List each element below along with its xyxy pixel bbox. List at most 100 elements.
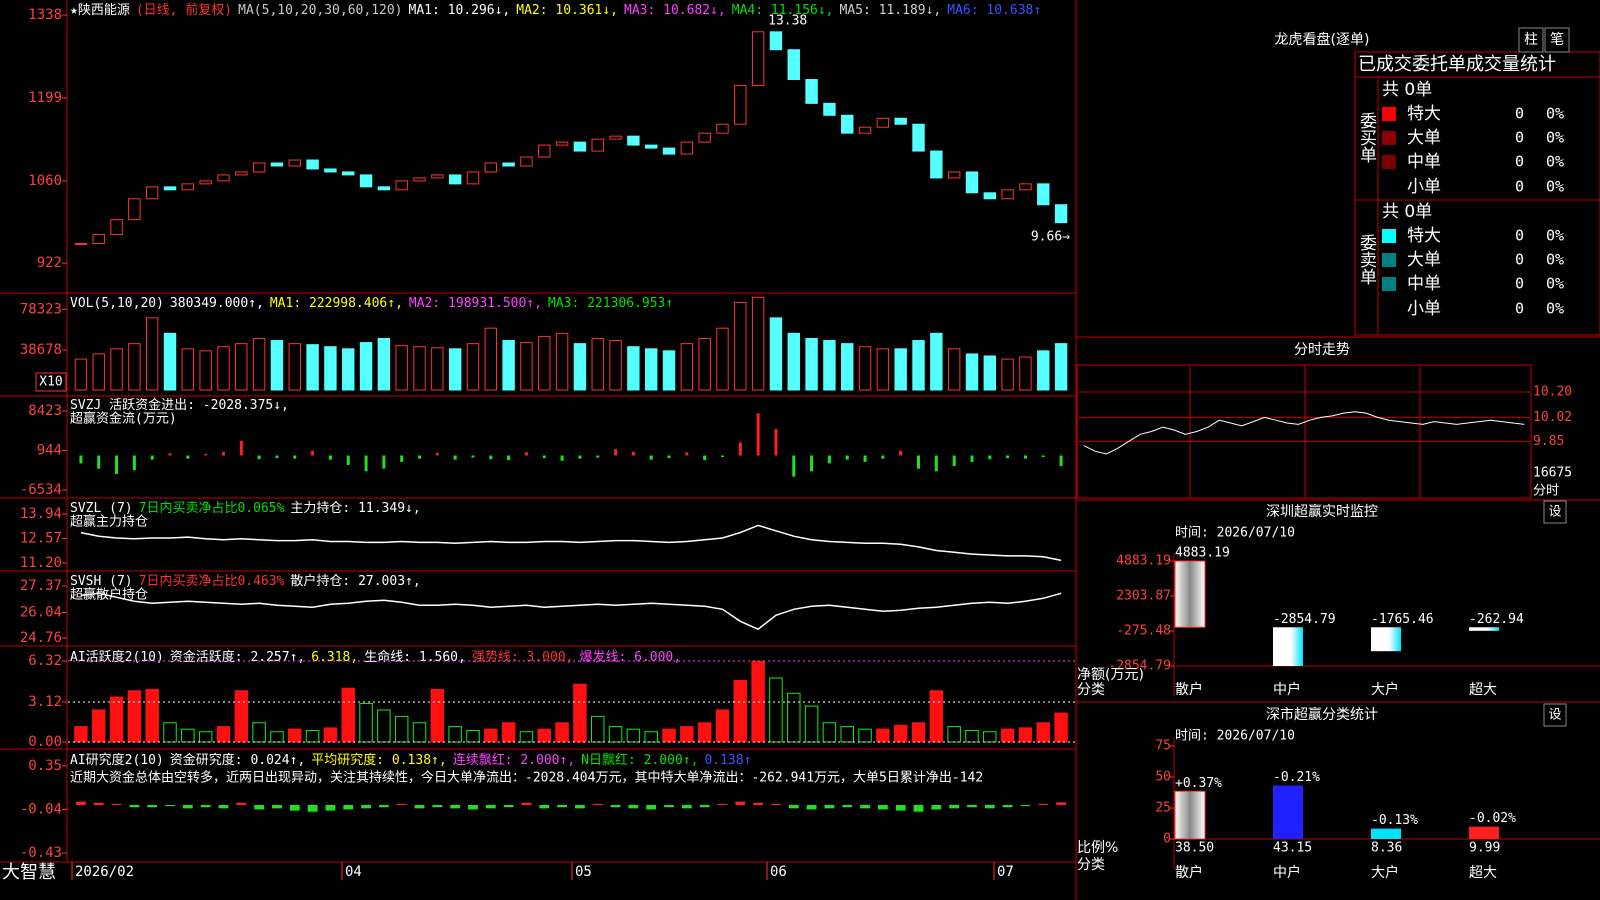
value-label: -1765.46 [1371,612,1434,627]
indicator-line: AI活跃度2(10) 资金活跃度: 2.257↑, 6.318, 生命线: 1.560… [70,649,681,665]
indicator-text: MA6: 10.638↑ [947,3,1041,18]
flow-bar [735,801,746,805]
button-box[interactable] [1518,27,1544,53]
candle [306,159,319,170]
indicator-text: 资金研究度: 0.024↑, [170,752,305,768]
indicator-text: 资金活跃度: 2.257↑, [170,649,305,665]
candle [751,31,765,86]
flow-bar [881,455,885,459]
volume-bar [145,317,159,391]
row-name: 大单 [1407,250,1441,270]
candle [431,174,444,179]
volume-label: 16675 [1533,466,1572,481]
row-count: 0 [1515,129,1524,147]
candle [395,180,408,191]
button[interactable]: 设 [1548,708,1561,723]
flow-bar [236,802,247,805]
indicator-text: SVZJ 活跃资金进出: -2028.375↓, [70,397,289,413]
volume-bar [217,346,230,391]
volume-bar [644,348,658,391]
volume-bar [876,348,890,391]
flow-bar [842,804,853,808]
volume-bar [1037,350,1050,391]
flow-bar [753,802,764,805]
flow-bar [931,804,942,810]
x-tick-label: 06 [770,864,787,880]
flow-bar [361,804,371,809]
button[interactable]: 笔 [1550,32,1564,48]
swatch [1382,180,1396,194]
category-label: 超大 [1469,682,1497,698]
flow-bar [774,429,778,456]
button[interactable]: 柱 [1524,32,1538,48]
volume-bar [983,355,997,391]
candle [520,156,533,167]
flow-bar [610,804,621,808]
flow-bar [984,804,995,809]
button-box[interactable] [1543,500,1567,524]
flow-bar [257,455,261,460]
activity-bar [662,728,676,743]
candle [769,31,783,51]
flow-bar [810,455,814,472]
candle [698,132,711,143]
flow-bar [503,804,514,808]
row-name: 小单 [1407,177,1441,197]
category-bar [1469,826,1499,839]
volume-bar [805,337,818,391]
activity-bar [644,731,658,743]
button-box[interactable] [1544,27,1570,53]
time-label: 分时 [1533,484,1559,499]
flow-bar [827,455,831,464]
activity-bar [359,703,373,743]
candle [217,174,230,182]
volume-bar [395,345,408,391]
candle [270,162,284,167]
indicator-text: 散户持仓: 27.003↑, [290,573,420,589]
activity-bar [288,728,302,743]
button-box[interactable] [1543,703,1567,727]
indicator-text: MA2: 10.361↓, [516,3,618,18]
subtitle: 已成交委托单成交量统计 [1358,54,1556,75]
flow-bar [93,802,104,805]
flow-bar [703,455,707,461]
flow-bar [717,803,728,805]
y-tick-label: 1060 [28,173,62,189]
activity-bar [680,726,694,743]
row-name: 中单 [1407,152,1441,172]
button[interactable]: 设 [1548,505,1561,520]
candle [342,171,355,176]
activity-bar [840,726,854,743]
panel-title: 分时走势 [1294,342,1350,358]
candle [823,102,836,116]
volume-bar [163,332,177,391]
candle [359,174,373,188]
flow-bar [788,804,799,809]
row-pct: 0% [1546,105,1564,123]
row-count: 0 [1515,300,1524,318]
activity-bar [412,722,427,743]
flow-bar [988,455,992,460]
row-count: 0 [1515,178,1524,196]
candle [538,144,551,158]
flow-bar [578,455,582,459]
candle [627,135,640,146]
row-pct: 0% [1546,275,1564,293]
indicator-text: AI研究度2(10) [70,752,164,768]
y-tick-label: 75 [1155,739,1171,754]
flow-bar [115,455,119,474]
brand: 大智慧 [2,862,56,883]
flow-bar [649,455,653,460]
y-tick-label: 0.00 [28,734,62,750]
flow-bar [863,455,867,462]
volume-bar [110,348,123,391]
flow-bar [364,455,368,472]
candle [555,141,569,146]
swatch [1382,302,1396,316]
flow-bar [917,455,921,469]
activity-bar [216,726,231,743]
flow-bar [346,455,350,465]
activity-bar [519,731,534,743]
candle [965,171,979,194]
y-tick-label: 922 [37,255,62,271]
